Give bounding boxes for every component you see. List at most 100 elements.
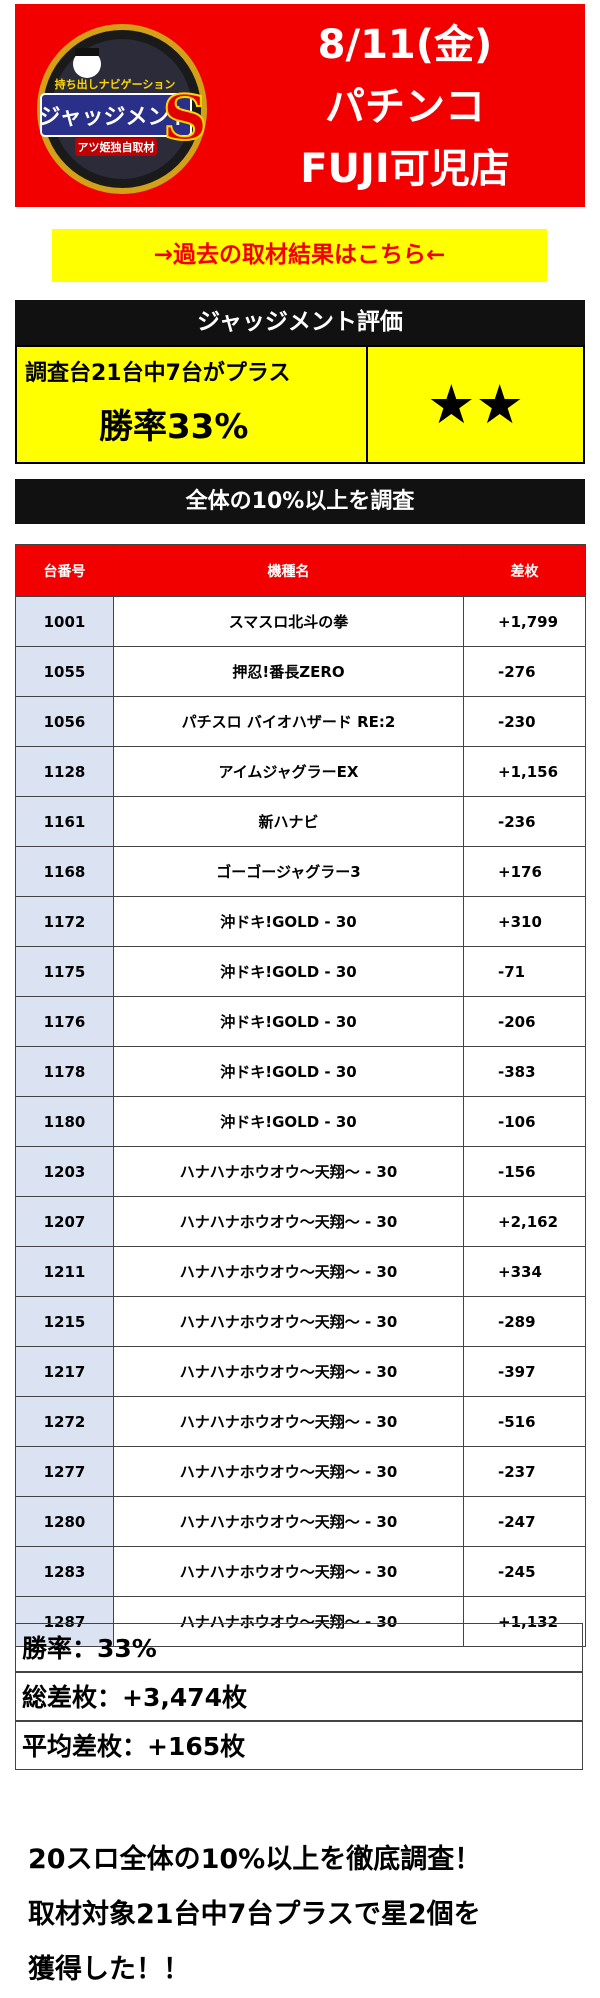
table-row: 1056 パチスロ バイオハザード RE:2 -230: [15, 696, 586, 747]
machine-name-cell: 新ハナビ: [113, 796, 464, 847]
logo-main-text: ジャッジメント: [39, 105, 192, 130]
table-row: 1161 新ハナビ -236: [15, 796, 586, 847]
machine-number-cell: 1161: [15, 796, 114, 847]
machine-number-cell: 1168: [15, 846, 114, 897]
logo-sub-text: アツ姫独自取材: [78, 140, 155, 154]
table-row: 1180 沖ドキ!GOLD - 30 -106: [15, 1096, 586, 1147]
difference-cell: -156: [463, 1146, 586, 1197]
difference-cell: +334: [463, 1246, 586, 1297]
footer-line-1: 20スロ全体の10%以上を徹底調査！: [28, 1844, 482, 1875]
difference-cell: -236: [463, 796, 586, 847]
machine-number-cell: 1056: [15, 696, 114, 747]
header-category: パチンコ: [325, 84, 485, 130]
table-row: 1207 ハナハナホウオウ〜天翔〜 - 30 +2,162: [15, 1196, 586, 1247]
header-banner: ジャッジメント 持ち出しナビゲーション アツ姫独自取材 S 8/11(金) パチ…: [15, 4, 585, 207]
machine-name-cell: 沖ドキ!GOLD - 30: [113, 946, 464, 997]
difference-cell: +310: [463, 896, 586, 947]
table-row: 1128 アイムジャグラーEX +1,156: [15, 746, 586, 797]
results-table: 台番号 機種名 差枚 1001 スマスロ北斗の拳 +1,799 1055 押忍!番長ZE…: [15, 544, 586, 1647]
table-row: 1287 ハナハナホウオウ〜天翔〜 - 30 +1,132: [15, 1596, 586, 1647]
difference-cell: -247: [463, 1496, 586, 1547]
machine-name-cell: ハナハナホウオウ〜天翔〜 - 30: [113, 1346, 464, 1397]
machine-name-cell: ハナハナホウオウ〜天翔〜 - 30: [113, 1146, 464, 1197]
table-row: 1175 沖ドキ!GOLD - 30 -71: [15, 946, 586, 997]
header-machine-number: 台番号: [15, 544, 114, 597]
footer-line-3: 獲得した！！: [28, 1954, 190, 1985]
machine-number-cell: 1180: [15, 1096, 114, 1147]
summary-total: 総差枚：+3,474枚: [15, 1672, 583, 1721]
difference-cell: -230: [463, 696, 586, 747]
machine-number-cell: 1215: [15, 1296, 114, 1347]
difference-cell: +1,799: [463, 596, 586, 647]
difference-cell: -276: [463, 646, 586, 697]
table-row: 1217 ハナハナホウオウ〜天翔〜 - 30 -397: [15, 1346, 586, 1397]
machine-number-cell: 1207: [15, 1196, 114, 1247]
table-row: 1277 ハナハナホウオウ〜天翔〜 - 30 -237: [15, 1446, 586, 1497]
logo-s-letter: S: [163, 81, 208, 154]
machine-name-cell: ハナハナホウオウ〜天翔〜 - 30: [113, 1496, 464, 1547]
summary-win-rate: 勝率：33%: [15, 1623, 583, 1672]
table-row: 1280 ハナハナホウオウ〜天翔〜 - 30 -247: [15, 1496, 586, 1547]
difference-cell: -383: [463, 1046, 586, 1097]
difference-cell: -71: [463, 946, 586, 997]
table-row: 1172 沖ドキ!GOLD - 30 +310: [15, 896, 586, 947]
evaluation-plus-count: 調査台21台中7台がプラス: [25, 361, 291, 386]
table-row: 1283 ハナハナホウオウ〜天翔〜 - 30 -245: [15, 1546, 586, 1597]
difference-cell: -289: [463, 1296, 586, 1347]
header-text: 8/11(金) パチンコ FUJI可児店: [225, 14, 585, 200]
machine-name-cell: ハナハナホウオウ〜天翔〜 - 30: [113, 1196, 464, 1247]
difference-cell: -237: [463, 1446, 586, 1497]
machine-name-cell: ハナハナホウオウ〜天翔〜 - 30: [113, 1446, 464, 1497]
machine-number-cell: 1172: [15, 896, 114, 947]
table-row: 1211 ハナハナホウオウ〜天翔〜 - 30 +334: [15, 1246, 586, 1297]
past-results-link[interactable]: →過去の取材結果はこちら←: [52, 229, 547, 282]
evaluation-title: ジャッジメント評価: [15, 300, 585, 345]
machine-name-cell: 沖ドキ!GOLD - 30: [113, 896, 464, 947]
difference-cell: -397: [463, 1346, 586, 1397]
footer-line-2: 取材対象21台中7台プラスで星2個を: [28, 1899, 481, 1930]
table-row: 1055 押忍!番長ZERO -276: [15, 646, 586, 697]
logo-top-text: 持ち出しナビゲーション: [55, 77, 176, 91]
machine-name-cell: ハナハナホウオウ〜天翔〜 - 30: [113, 1246, 464, 1297]
machine-name-cell: 押忍!番長ZERO: [113, 646, 464, 697]
difference-cell: -245: [463, 1546, 586, 1597]
machine-number-cell: 1128: [15, 746, 114, 797]
header-date: 8/11(金): [317, 22, 493, 68]
machine-number-cell: 1203: [15, 1146, 114, 1197]
survey-title: 全体の10%以上を調査: [15, 479, 585, 524]
table-row: 1176 沖ドキ!GOLD - 30 -206: [15, 996, 586, 1047]
footer-text: 20スロ全体の10%以上を徹底調査！ 取材対象21台中7台プラスで星2個を 獲得…: [28, 1832, 588, 1997]
table-header-row: 台番号 機種名 差枚: [15, 544, 586, 597]
machine-number-cell: 1001: [15, 596, 114, 647]
machine-name-cell: パチスロ バイオハザード RE:2: [113, 696, 464, 747]
table-row: 1215 ハナハナホウオウ〜天翔〜 - 30 -289: [15, 1296, 586, 1347]
difference-cell: +2,162: [463, 1196, 586, 1247]
difference-cell: -516: [463, 1396, 586, 1447]
machine-number-cell: 1217: [15, 1346, 114, 1397]
machine-name-cell: ハナハナホウオウ〜天翔〜 - 30: [113, 1396, 464, 1447]
difference-cell: +176: [463, 846, 586, 897]
machine-number-cell: 1055: [15, 646, 114, 697]
machine-number-cell: 1211: [15, 1246, 114, 1297]
evaluation-win-rate: 勝率33%: [99, 407, 249, 447]
machine-number-cell: 1272: [15, 1396, 114, 1447]
table-row: 1001 スマスロ北斗の拳 +1,799: [15, 596, 586, 647]
machine-name-cell: ハナハナホウオウ〜天翔〜 - 30: [113, 1546, 464, 1597]
summary-average: 平均差枚：+165枚: [15, 1721, 583, 1770]
difference-cell: +1,132: [463, 1596, 586, 1647]
difference-cell: +1,156: [463, 746, 586, 797]
machine-number-cell: 1175: [15, 946, 114, 997]
machine-number-cell: 1176: [15, 996, 114, 1047]
machine-name-cell: 沖ドキ!GOLD - 30: [113, 1096, 464, 1147]
table-row: 1272 ハナハナホウオウ〜天翔〜 - 30 -516: [15, 1396, 586, 1447]
star-rating: ★★: [427, 373, 524, 436]
machine-name-cell: スマスロ北斗の拳: [113, 596, 464, 647]
header-difference: 差枚: [463, 544, 586, 597]
header-store: FUJI可児店: [300, 146, 510, 192]
machine-number-cell: 1178: [15, 1046, 114, 1097]
table-row: 1178 沖ドキ!GOLD - 30 -383: [15, 1046, 586, 1097]
machine-name-cell: アイムジャグラーEX: [113, 746, 464, 797]
header-machine-name: 機種名: [113, 544, 464, 597]
machine-number-cell: 1283: [15, 1546, 114, 1597]
table-row: 1168 ゴーゴージャグラー3 +176: [15, 846, 586, 897]
